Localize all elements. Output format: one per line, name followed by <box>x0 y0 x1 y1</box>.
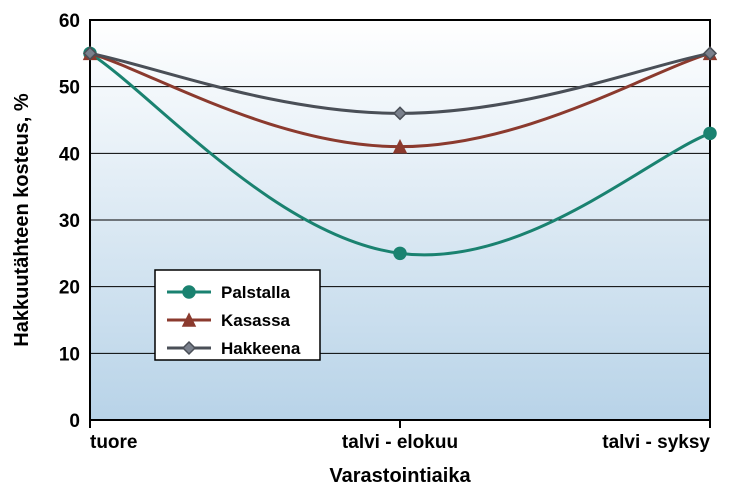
y-tick-label: 20 <box>59 278 80 299</box>
x-axis-label: Varastointiaika <box>329 465 471 487</box>
y-tick-label: 10 <box>59 344 80 365</box>
y-tick-label: 50 <box>59 78 80 99</box>
line-chart-svg: 0 10 20 30 40 50 60 tuore talvi - elokuu talvi - … <box>0 0 738 500</box>
chart-container: 0 10 20 30 40 50 60 tuore talvi - elokuu talvi - … <box>0 0 738 500</box>
legend: Palstalla Kasassa Hakkeena <box>155 270 320 360</box>
y-tick-label: 30 <box>59 211 80 232</box>
y-tick-label: 60 <box>59 11 80 32</box>
x-tick-label: tuore <box>90 432 138 453</box>
legend-label: Kasassa <box>221 311 291 330</box>
x-tick-label: talvi - elokuu <box>342 432 458 453</box>
legend-label: Hakkeena <box>221 339 301 358</box>
marker-circle-icon <box>183 286 195 298</box>
x-tick-label: talvi - syksy <box>602 432 710 453</box>
y-axis-label: Hakkuutähteen kosteus, % <box>11 93 33 347</box>
y-tick-label: 40 <box>59 144 80 165</box>
marker-circle-icon <box>394 247 406 259</box>
legend-label: Palstalla <box>221 283 291 302</box>
y-tick-label: 0 <box>69 411 80 432</box>
marker-circle-icon <box>704 127 716 139</box>
